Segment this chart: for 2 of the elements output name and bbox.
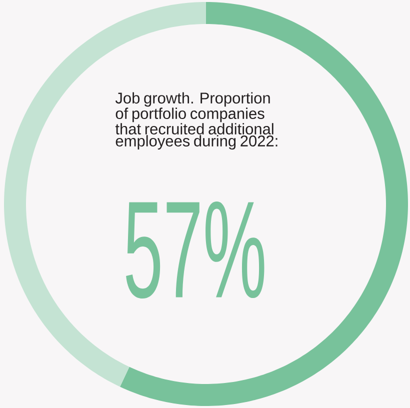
data-label: 57% — [126, 201, 264, 299]
text: Job growth. Proportion of portfolio companies that recruited additional employees during 2022: — [115, 92, 278, 150]
